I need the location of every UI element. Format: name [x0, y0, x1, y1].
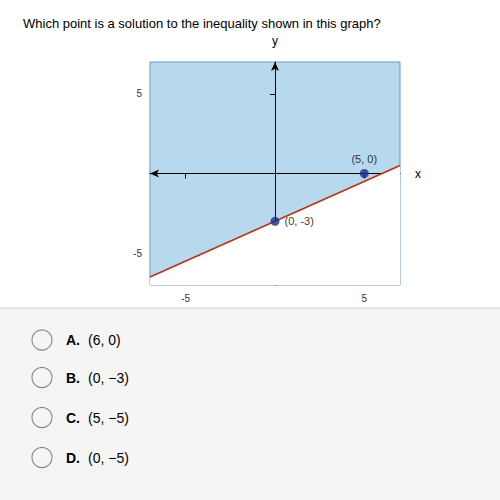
- svg-text:(0, -3): (0, -3): [285, 215, 314, 227]
- svg-text:Which point is a solution to t: Which point is a solution to the inequal…: [23, 16, 381, 31]
- svg-text:(6, 0): (6, 0): [88, 332, 121, 348]
- svg-text:5: 5: [362, 293, 368, 304]
- svg-text:A.: A.: [66, 332, 80, 348]
- svg-text:x: x: [415, 167, 421, 181]
- svg-text:B.: B.: [66, 370, 80, 386]
- svg-text:5: 5: [136, 88, 142, 99]
- svg-text:-5: -5: [181, 293, 190, 304]
- svg-text:(5, −5): (5, −5): [88, 410, 129, 426]
- svg-text:C.: C.: [66, 410, 80, 426]
- svg-text:(5, 0): (5, 0): [351, 153, 377, 165]
- svg-text:(0, −5): (0, −5): [88, 450, 129, 466]
- svg-text:y: y: [272, 34, 278, 48]
- svg-text:(0, −3): (0, −3): [88, 370, 129, 386]
- svg-text:-5: -5: [133, 248, 142, 259]
- svg-text:D.: D.: [66, 450, 80, 466]
